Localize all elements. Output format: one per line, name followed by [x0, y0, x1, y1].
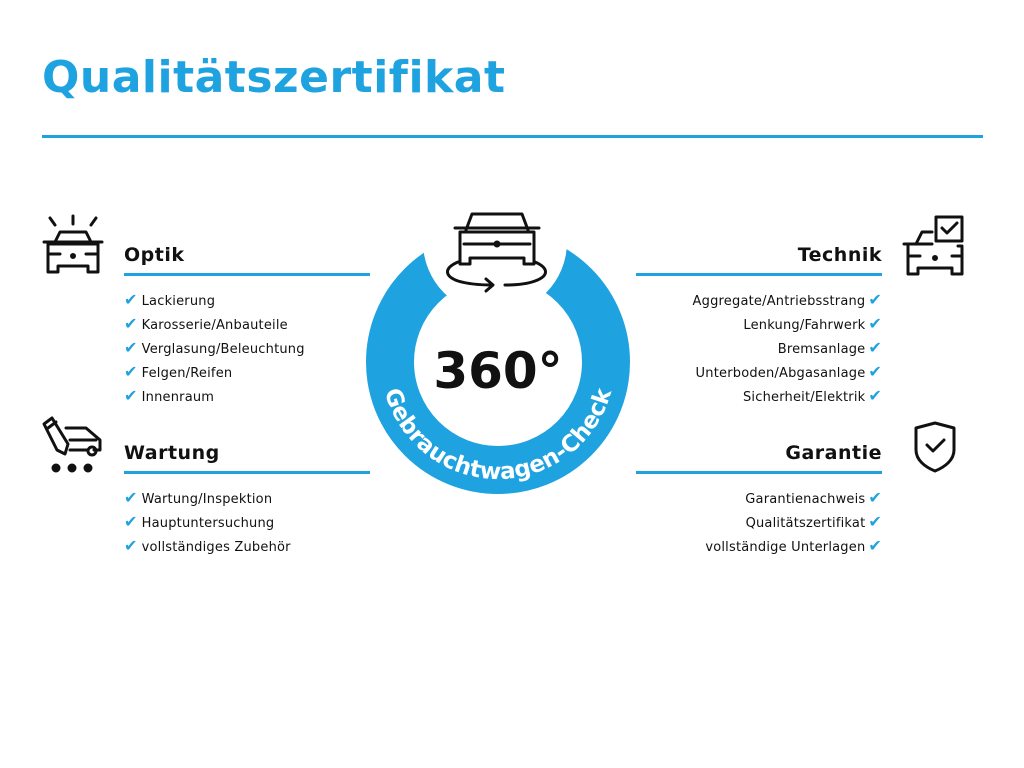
page-title: Qualitätszertifikat	[42, 52, 506, 103]
check-icon: ✔	[124, 488, 138, 507]
list-item: ✔ Felgen/Reifen	[124, 362, 233, 381]
section-divider	[124, 273, 370, 276]
check-icon: ✔	[868, 512, 882, 531]
section-divider	[636, 471, 882, 474]
check-icon: ✔	[124, 314, 138, 333]
check-icon: ✔	[124, 512, 138, 531]
list-item: Aggregate/Antriebsstrang ✔	[692, 290, 882, 309]
360-check-badge: 360° Gebrauchtwagen-Check	[366, 200, 630, 494]
check-icon: ✔	[868, 338, 882, 357]
section-technik: Technik Aggregate/Antriebsstrang ✔ Lenkun…	[636, 242, 882, 408]
list-item: Qualitätszertifikat ✔	[745, 512, 882, 531]
section-title: Technik	[797, 244, 882, 266]
check-icon: ✔	[124, 536, 138, 555]
check-icon: ✔	[868, 362, 882, 381]
list-item: ✔ Lackierung	[124, 290, 216, 309]
section-garantie: Garantie Garantienachweis ✔ Qualitätszert…	[636, 440, 882, 558]
list-item: ✔ vollständiges Zubehör	[124, 536, 291, 555]
check-icon: ✔	[124, 362, 138, 381]
list-item: Sicherheit/Elektrik ✔	[742, 386, 882, 405]
check-icon: ✔	[868, 314, 882, 333]
car-checkbox-icon	[902, 215, 964, 276]
list-item: ✔ Innenraum	[124, 386, 215, 405]
list-item: ✔ Verglasung/Beleuchtung	[124, 338, 305, 357]
list-item: Lenkung/Fahrwerk ✔	[743, 314, 882, 333]
check-icon: ✔	[124, 338, 138, 357]
title-divider	[42, 135, 983, 138]
check-icon: ✔	[868, 386, 882, 405]
list-item: ✔ Karosserie/Anbauteile	[124, 314, 288, 333]
car-lights-icon	[42, 214, 104, 274]
car-rotate-icon	[446, 212, 547, 293]
check-icon: ✔	[868, 290, 882, 309]
section-wartung: Wartung ✔ Wartung/Inspektion ✔ Hauptunters…	[124, 440, 370, 558]
check-icon: ✔	[124, 290, 138, 309]
list-item: Unterboden/Abgasanlage ✔	[695, 362, 882, 381]
list-item: Bremsanlage ✔	[777, 338, 882, 357]
section-divider	[636, 273, 882, 276]
check-icon: ✔	[868, 488, 882, 507]
section-optik: Optik ✔ Lackierung ✔ Karosserie/Anbauteile…	[124, 242, 370, 408]
section-title: Wartung	[124, 442, 220, 464]
check-icon: ✔	[868, 536, 882, 555]
list-item: Garantienachweis ✔	[745, 488, 882, 507]
section-divider	[124, 471, 370, 474]
section-title: Optik	[124, 244, 185, 266]
shield-check-icon	[914, 421, 956, 473]
car-service-icon	[42, 416, 102, 473]
section-title: Garantie	[785, 442, 882, 464]
list-item: vollständige Unterlagen ✔	[705, 536, 882, 555]
list-item: ✔ Hauptuntersuchung	[124, 512, 275, 531]
360-label: 360°	[433, 342, 562, 400]
list-item: ✔ Wartung/Inspektion	[124, 488, 273, 507]
check-icon: ✔	[124, 386, 138, 405]
